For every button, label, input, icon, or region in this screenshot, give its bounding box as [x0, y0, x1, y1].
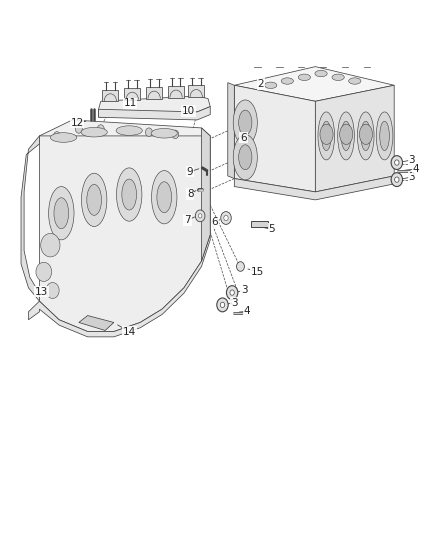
Polygon shape	[201, 128, 210, 261]
Text: 15: 15	[251, 267, 264, 277]
Ellipse shape	[357, 112, 374, 160]
Polygon shape	[234, 176, 394, 200]
Ellipse shape	[376, 112, 393, 160]
Circle shape	[220, 302, 225, 308]
Circle shape	[237, 262, 244, 271]
Polygon shape	[39, 120, 210, 152]
Ellipse shape	[239, 110, 252, 135]
Ellipse shape	[338, 112, 354, 160]
Circle shape	[145, 128, 152, 136]
Text: 3: 3	[231, 298, 238, 308]
Circle shape	[395, 160, 399, 165]
Ellipse shape	[318, 112, 335, 160]
Circle shape	[217, 298, 228, 312]
Text: 6: 6	[211, 217, 218, 227]
Text: 14: 14	[123, 327, 136, 336]
Ellipse shape	[359, 124, 372, 144]
Circle shape	[53, 132, 60, 140]
Ellipse shape	[233, 100, 258, 145]
Ellipse shape	[349, 78, 361, 84]
Ellipse shape	[152, 171, 177, 224]
Ellipse shape	[332, 74, 344, 80]
Text: 7: 7	[184, 215, 191, 225]
Text: 8: 8	[187, 189, 194, 199]
Text: 4: 4	[244, 306, 251, 316]
Polygon shape	[28, 235, 210, 337]
Text: 3: 3	[408, 155, 415, 165]
Polygon shape	[234, 85, 315, 192]
Ellipse shape	[298, 74, 311, 80]
Circle shape	[391, 173, 403, 187]
Ellipse shape	[157, 182, 172, 213]
Ellipse shape	[81, 173, 107, 227]
Polygon shape	[79, 316, 114, 330]
Text: 4: 4	[413, 164, 420, 174]
Text: 12: 12	[71, 118, 84, 127]
FancyBboxPatch shape	[251, 221, 268, 227]
Polygon shape	[99, 96, 210, 117]
Text: 13: 13	[35, 287, 48, 296]
Polygon shape	[234, 67, 394, 101]
Circle shape	[198, 214, 202, 218]
Ellipse shape	[361, 122, 371, 151]
Circle shape	[97, 125, 104, 133]
Circle shape	[124, 126, 131, 135]
Ellipse shape	[265, 82, 277, 88]
Ellipse shape	[116, 126, 142, 135]
Ellipse shape	[50, 133, 77, 142]
Ellipse shape	[122, 179, 137, 210]
Ellipse shape	[233, 135, 258, 180]
Text: 10: 10	[182, 106, 195, 116]
Ellipse shape	[340, 124, 353, 144]
Ellipse shape	[380, 122, 389, 151]
Ellipse shape	[321, 122, 331, 151]
Polygon shape	[21, 136, 39, 301]
Polygon shape	[188, 85, 204, 97]
Polygon shape	[99, 107, 210, 120]
Text: 3: 3	[241, 286, 248, 295]
Polygon shape	[39, 136, 210, 332]
Circle shape	[36, 262, 52, 281]
Ellipse shape	[117, 168, 142, 221]
Circle shape	[224, 215, 228, 221]
Text: 3: 3	[408, 172, 415, 182]
Polygon shape	[168, 86, 184, 98]
Circle shape	[230, 290, 234, 295]
Ellipse shape	[151, 128, 177, 138]
Circle shape	[46, 282, 59, 298]
Ellipse shape	[239, 145, 252, 169]
Text: 11: 11	[124, 99, 137, 108]
Circle shape	[391, 156, 403, 169]
Ellipse shape	[81, 127, 107, 137]
Ellipse shape	[320, 124, 333, 144]
Text: 5: 5	[268, 224, 275, 234]
Ellipse shape	[281, 78, 293, 84]
Text: 9: 9	[187, 167, 194, 176]
Circle shape	[172, 130, 179, 139]
Circle shape	[395, 177, 399, 182]
Ellipse shape	[341, 122, 351, 151]
Polygon shape	[102, 90, 118, 101]
Polygon shape	[315, 85, 394, 192]
Text: 6: 6	[240, 133, 247, 142]
Ellipse shape	[54, 198, 69, 229]
Circle shape	[75, 125, 82, 133]
Circle shape	[226, 286, 238, 300]
Polygon shape	[146, 87, 162, 99]
Circle shape	[221, 212, 231, 224]
Circle shape	[195, 210, 205, 222]
Ellipse shape	[49, 187, 74, 240]
Ellipse shape	[87, 184, 102, 215]
Ellipse shape	[315, 70, 327, 77]
Circle shape	[41, 233, 60, 257]
Text: 2: 2	[257, 79, 264, 89]
Polygon shape	[124, 88, 140, 100]
Polygon shape	[228, 83, 234, 179]
